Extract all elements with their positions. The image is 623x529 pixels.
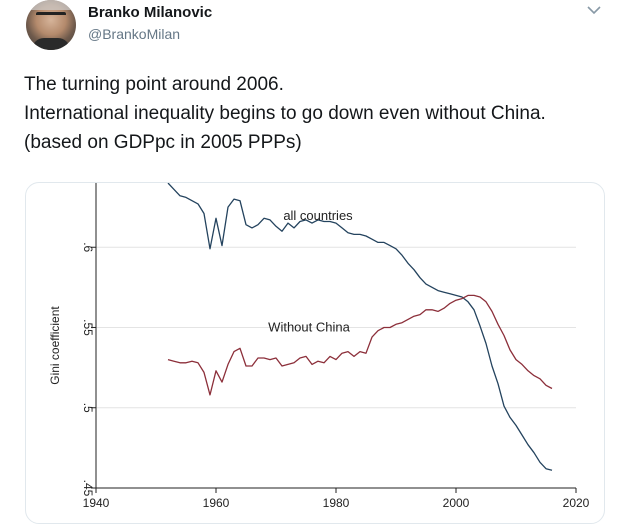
y-tick-label: .45 [81,480,95,497]
chart-axes [91,183,577,493]
chevron-down-icon[interactable] [587,5,601,15]
chart-labels: .45 .5 .55 .6 1940 1960 1980 2000 2020 Gini coeff… [48,208,590,510]
author-display-name[interactable]: Branko Milanovic [88,4,213,21]
tweet-header: Branko Milanovic @BrankoMilan [24,0,609,56]
x-tick-label: 1980 [323,496,350,510]
gini-line-chart: .45 .5 .55 .6 1940 1960 1980 2000 2020 Gini coeff… [48,183,590,510]
y-tick-label: .5 [81,403,95,413]
x-tick-label: 2000 [443,496,470,510]
x-tick-label: 1940 [83,496,110,510]
x-tick-label: 1960 [203,496,230,510]
author-avatar[interactable] [26,0,76,50]
x-tick-label: 2020 [563,496,590,510]
chart-series [167,183,553,471]
tweet-line-2: International inequality begins to go do… [24,103,546,124]
series-label: Without China [268,319,350,334]
series-label: all countries [283,208,353,223]
author-handle[interactable]: @BrankoMilan [88,26,181,42]
tweet-text: The turning point around 2006. Internati… [24,70,604,157]
tweet-media-chart[interactable]: .45 .5 .55 .6 1940 1960 1980 2000 2020 Gini coeff… [25,182,605,524]
series-line-all-countries [167,183,553,471]
series-line-without-china [167,294,553,396]
y-tick-label: .6 [81,242,95,252]
y-tick-label: .55 [81,319,95,336]
y-axis-title: Gini coefficient [48,306,62,385]
tweet-line-3: (based on GDPpc in 2005 PPPs) [24,132,302,153]
chart-grid [96,246,576,489]
tweet-line-1: The turning point around 2006. [24,74,284,95]
